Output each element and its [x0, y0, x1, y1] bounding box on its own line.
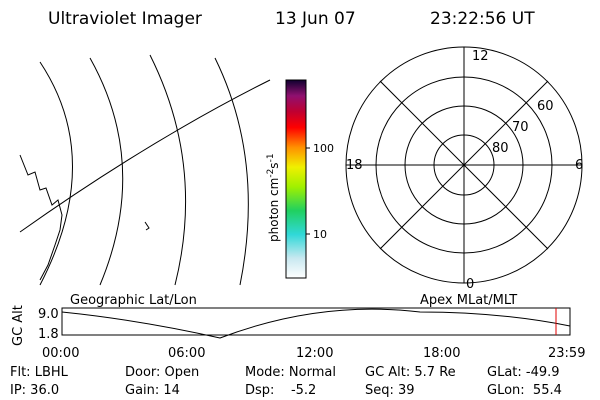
info-field: Flt: LBHL — [10, 365, 69, 380]
orbit-curve — [61, 308, 571, 339]
mlt-label: 12 — [472, 49, 489, 64]
orbit-ytick: 1.8 — [38, 327, 59, 342]
colorbar — [285, 79, 307, 279]
orbit-xtick: 06:00 — [168, 346, 205, 361]
orbit-xtick: 18:00 — [423, 346, 460, 361]
mlat-label: 80 — [492, 141, 509, 156]
colorbar-label: photon cm-2s-1 — [266, 153, 281, 242]
info-field: GLat: -49.9 — [487, 365, 560, 380]
time: 23:22:56 UT — [430, 9, 535, 29]
info-field: GLon: 55.4 — [487, 383, 562, 398]
orbit-label: Apex MLat/MLT — [420, 293, 517, 308]
orbit-label: Geographic Lat/Lon — [70, 293, 197, 308]
date: 13 Jun 07 — [275, 9, 356, 29]
info-field: Seq: 39 — [365, 383, 415, 398]
mlt-label: 18 — [346, 158, 363, 173]
info-field: GC Alt: 5.7 Re — [365, 365, 456, 380]
info-field: Gain: 14 — [125, 383, 180, 398]
instrument: Ultraviolet Imager — [48, 9, 202, 29]
orbit-xtick: 00:00 — [42, 346, 79, 361]
orbit-frame — [61, 307, 571, 336]
map — [19, 54, 271, 286]
colorbar-tick-label: 10 — [313, 228, 327, 241]
mlt-label: 6 — [575, 158, 583, 173]
orbit-ytick: 9.0 — [38, 307, 59, 322]
info-panel: Flt: LBHL Door: Open Mode: Normal GC Alt: 5… — [10, 365, 562, 398]
orbit-axis-title: GC Alt — [11, 305, 26, 346]
colorbar-tick-label: 100 — [313, 142, 334, 155]
mlt-label: 0 — [466, 277, 474, 292]
orbit-xtick: 12:00 — [296, 346, 333, 361]
info-field: Dsp: -5.2 — [245, 383, 316, 398]
info-field: Door: Open — [125, 365, 199, 380]
info-field: IP: 36.0 — [10, 383, 59, 398]
polar-plot — [345, 46, 583, 284]
mlat-label: 60 — [537, 99, 554, 114]
orbit-xtick: 23:59 — [548, 346, 585, 361]
mlat-label: 70 — [512, 120, 529, 135]
info-field: Mode: Normal — [245, 365, 336, 380]
